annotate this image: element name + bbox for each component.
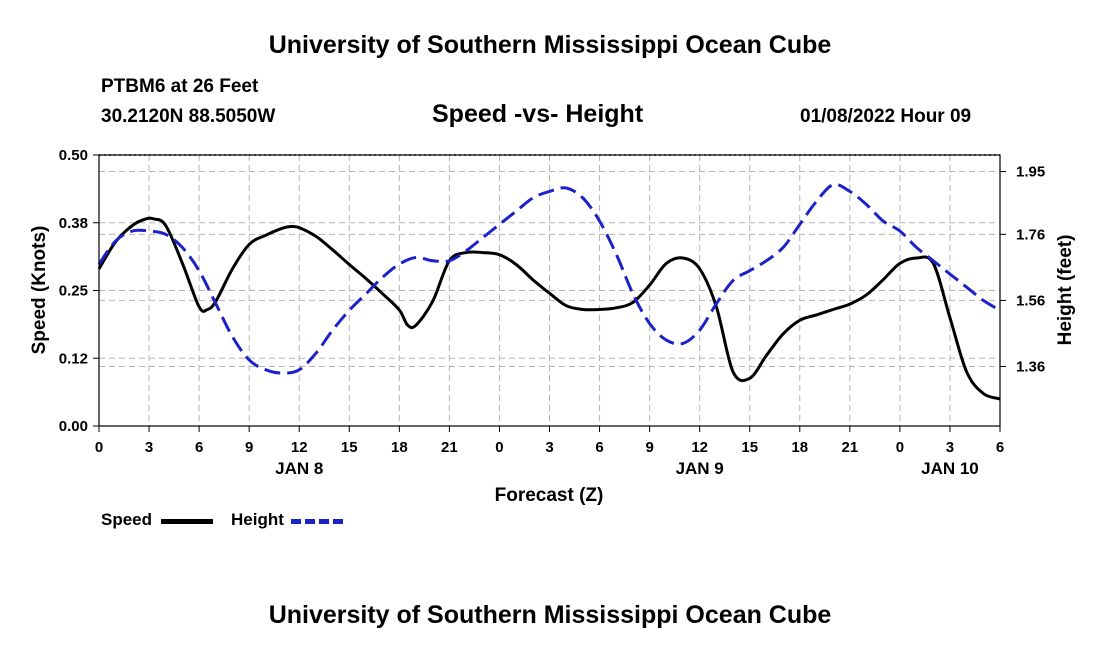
legend-speed-label: Speed [101, 510, 153, 529]
y-tick-label-left: 0.00 [59, 418, 88, 435]
x-tick-label: 6 [195, 439, 203, 456]
station-label: PTBM6 at 26 Feet [101, 76, 259, 97]
y-tick-label-left: 0.38 [59, 215, 88, 232]
x-tick-label: 21 [441, 439, 458, 456]
y-tick-label-left: 0.12 [59, 350, 88, 367]
x-tick-label: 9 [245, 439, 253, 456]
x-tick-label: 21 [841, 439, 858, 456]
chart-ticks: 0 3 6 9 12 15 18 21 0 3 6 9 12 15 18 21 0 3 6 JAN 8 JAN 9 JAN… [59, 147, 1045, 478]
x-tick-label: 15 [341, 439, 358, 456]
chart-series [97, 182, 1001, 401]
series-line-speed [97, 216, 1001, 401]
x-tick-label: 3 [545, 439, 553, 456]
x-tick-label: 0 [95, 439, 103, 456]
y-tick-label-right: 1.95 [1016, 164, 1045, 181]
x-tick-label: 3 [946, 439, 954, 456]
forecast-datetime: 01/08/2022 Hour 09 [800, 106, 972, 127]
x-tick-label: 18 [391, 439, 408, 456]
series-line-height [97, 182, 1001, 375]
x-tick-label: 0 [896, 439, 904, 456]
y-axis-title-right: Height (feet) [1055, 235, 1076, 346]
y-tick-label-left: 0.50 [59, 147, 88, 164]
x-tick-label: 12 [691, 439, 708, 456]
x-tick-label: 6 [595, 439, 603, 456]
x-tick-label: 18 [791, 439, 808, 456]
page-title: University of Southern Mississippi Ocean… [268, 31, 832, 59]
y-tick-label-right: 1.36 [1016, 359, 1045, 376]
legend-height-swatch [291, 519, 343, 524]
x-tick-label: 6 [996, 439, 1004, 456]
date-label: JAN 8 [275, 459, 323, 478]
x-axis-title: Forecast (Z) [495, 485, 604, 506]
station-coordinates: 30.2120N 88.5050W [101, 106, 276, 127]
y-tick-label-right: 1.76 [1016, 226, 1045, 243]
y-tick-label-right: 1.56 [1016, 292, 1045, 309]
y-axis-title-left: Speed (Knots) [29, 226, 50, 355]
x-tick-label: 9 [645, 439, 653, 456]
chart-title: Speed -vs- Height [432, 100, 644, 128]
x-tick-label: 12 [291, 439, 308, 456]
legend-height-label: Height [231, 510, 284, 529]
date-label: JAN 10 [921, 459, 979, 478]
footer-title: University of Southern Mississippi Ocean… [268, 601, 832, 629]
x-tick-label: 0 [495, 439, 503, 456]
legend-speed-swatch [161, 519, 213, 524]
x-tick-label: 15 [741, 439, 758, 456]
y-tick-label-left: 0.25 [59, 283, 88, 300]
date-label: JAN 9 [676, 459, 724, 478]
speed-height-chart: 0 3 6 9 12 15 18 21 0 3 6 9 12 15 18 21 0 3 6 JAN 8 JAN 9 JAN… [29, 147, 1076, 506]
chart-grid [99, 154, 1000, 426]
x-tick-label: 3 [145, 439, 153, 456]
